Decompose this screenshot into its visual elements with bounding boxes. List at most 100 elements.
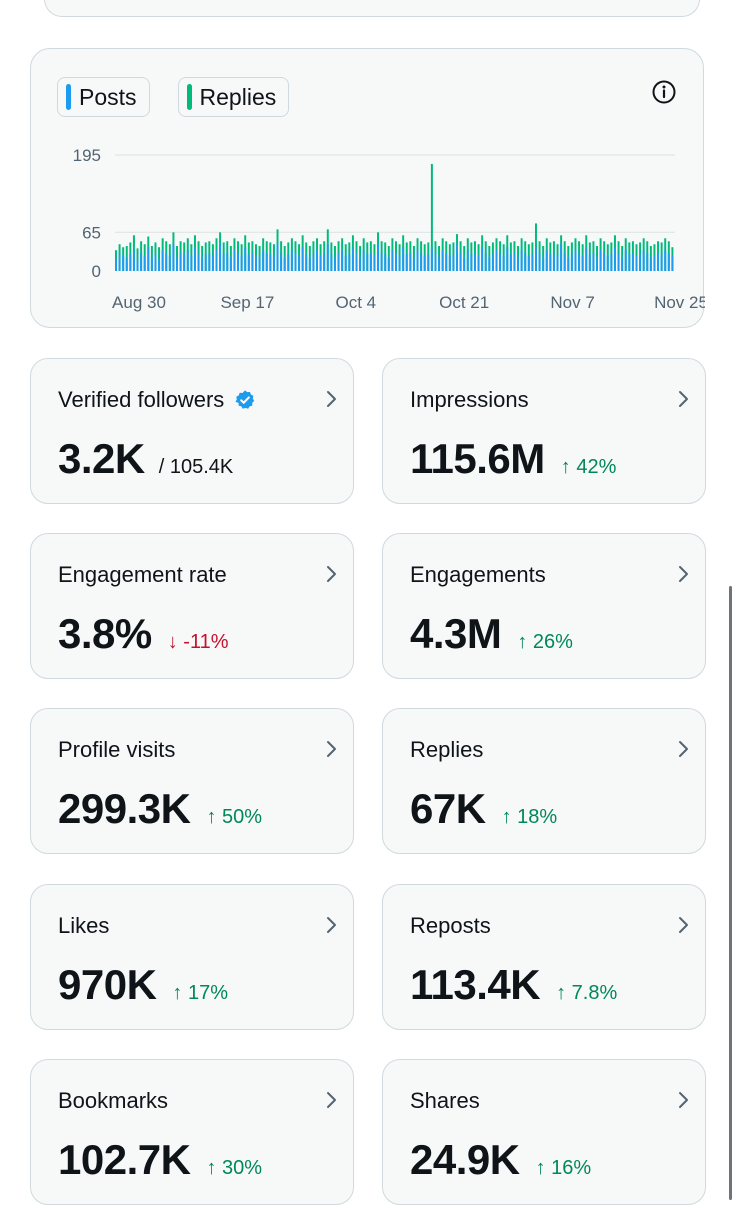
chevron-right-icon (679, 917, 688, 933)
stat-label-text: Likes (58, 913, 110, 938)
chevron-right-icon (679, 391, 688, 407)
x-tick-label: Nov 7 (550, 293, 594, 312)
stat-label: Engagement rate (58, 562, 227, 588)
replies-bar (136, 248, 139, 271)
posts-bar (466, 250, 469, 271)
posts-bar (369, 253, 372, 271)
stat-label: Reposts (410, 913, 491, 939)
stat-delta: ↑ 42% (560, 456, 617, 478)
posts-bar (527, 256, 530, 271)
stat-value-row: 113.4K ↑ 7.8% (410, 961, 617, 1009)
stat-label: Bookmarks (58, 1088, 168, 1114)
posts-bar (362, 250, 365, 271)
stat-value-row: 299.3K ↑ 50% (58, 785, 262, 833)
posts-bar (603, 253, 606, 271)
stat-card-engagement-rate[interactable]: Engagement rate 3.8% ↓ -11% (30, 533, 354, 679)
posts-bar (621, 257, 624, 271)
stat-value: 113.4K (410, 961, 541, 1008)
posts-bar (524, 253, 527, 271)
posts-bar (150, 257, 153, 271)
posts-bar (491, 254, 494, 271)
posts-bar (258, 257, 261, 271)
posts-bar (240, 256, 243, 271)
posts-bar (445, 253, 448, 271)
posts-bar (581, 256, 584, 271)
posts-bar (509, 254, 512, 271)
posts-bar (416, 250, 419, 271)
stat-card-likes[interactable]: Likes 970K ↑ 17% (30, 884, 354, 1030)
posts-bar (517, 257, 520, 271)
legend-replies[interactable]: Replies (177, 77, 290, 117)
posts-bar (456, 244, 458, 271)
replies-bar (430, 163, 433, 271)
stat-label-text: Verified followers (58, 387, 225, 412)
posts-bar (484, 253, 487, 271)
posts-bar (434, 253, 437, 271)
stat-card-verified-followers[interactable]: Verified followers 3.2K / 105.4K (30, 358, 354, 504)
posts-bar (179, 253, 182, 271)
posts-bar (535, 247, 537, 271)
y-tick-label: 0 (92, 262, 101, 281)
posts-bar (409, 253, 412, 271)
legend-posts[interactable]: Posts (57, 77, 150, 117)
posts-bar (298, 256, 301, 271)
posts-bar (366, 254, 369, 271)
verified-badge-icon (235, 390, 255, 409)
posts-bar (606, 256, 609, 271)
stat-card-profile-visits[interactable]: Profile visits 299.3K ↑ 50% (30, 708, 354, 854)
chevron-right-icon (327, 741, 336, 757)
posts-bar (201, 257, 204, 271)
posts-bar (269, 254, 272, 271)
x-tick-label: Sep 17 (220, 293, 274, 312)
stat-card-replies[interactable]: Replies 67K ↑ 18% (382, 708, 706, 854)
stat-card-impressions[interactable]: Impressions 115.6M ↑ 42% (382, 358, 706, 504)
posts-bar (556, 256, 559, 271)
info-icon[interactable] (651, 79, 677, 105)
stat-value: 3.2K (58, 435, 145, 482)
stat-card-bookmarks[interactable]: Bookmarks 102.7K ↑ 30% (30, 1059, 354, 1205)
posts-bar (574, 250, 577, 271)
stat-value-row: 24.9K ↑ 16% (410, 1136, 591, 1184)
posts-bar (172, 244, 175, 271)
scrollbar[interactable] (729, 586, 732, 1200)
posts-bar (520, 250, 523, 271)
posts-bar (441, 250, 444, 271)
posts-bar (635, 256, 638, 271)
posts-bar (624, 250, 627, 271)
posts-bar (402, 247, 405, 271)
stat-value-row: 102.7K ↑ 30% (58, 1136, 262, 1184)
stat-value: 970K (58, 961, 157, 1008)
posts-bar (262, 250, 265, 271)
posts-bar (660, 254, 663, 271)
posts-bar (452, 254, 455, 271)
posts-bar (316, 250, 318, 271)
posts-bar (237, 253, 240, 271)
posts-bar (420, 253, 423, 271)
posts-bar (125, 257, 128, 271)
posts-bar (176, 257, 178, 271)
posts-bar (122, 256, 125, 271)
stat-card-shares[interactable]: Shares 24.9K ↑ 16% (382, 1059, 706, 1205)
posts-bar (499, 253, 502, 271)
posts-bar (405, 254, 408, 271)
posts-bar (290, 250, 293, 271)
posts-bar (427, 254, 430, 271)
posts-bar (294, 253, 297, 271)
posts-bar (506, 247, 509, 271)
stat-value: 115.6M (410, 435, 545, 482)
posts-bar (578, 253, 581, 271)
posts-bar (671, 256, 674, 271)
posts-bar (549, 254, 552, 271)
stat-card-reposts[interactable]: Reposts 113.4K ↑ 7.8% (382, 884, 706, 1030)
posts-bar (387, 257, 390, 271)
stat-delta: ↑ 7.8% (556, 982, 618, 1004)
posts-bar (208, 253, 211, 271)
posts-bar (154, 254, 157, 271)
posts-bar (355, 253, 358, 271)
chart-legend: Posts Replies (57, 77, 290, 117)
posts-bar (502, 256, 505, 271)
legend-replies-label: Replies (199, 83, 277, 110)
stat-label: Likes (58, 913, 109, 939)
posts-bar (653, 256, 656, 271)
stat-card-engagements[interactable]: Engagements 4.3M ↑ 26% (382, 533, 706, 679)
